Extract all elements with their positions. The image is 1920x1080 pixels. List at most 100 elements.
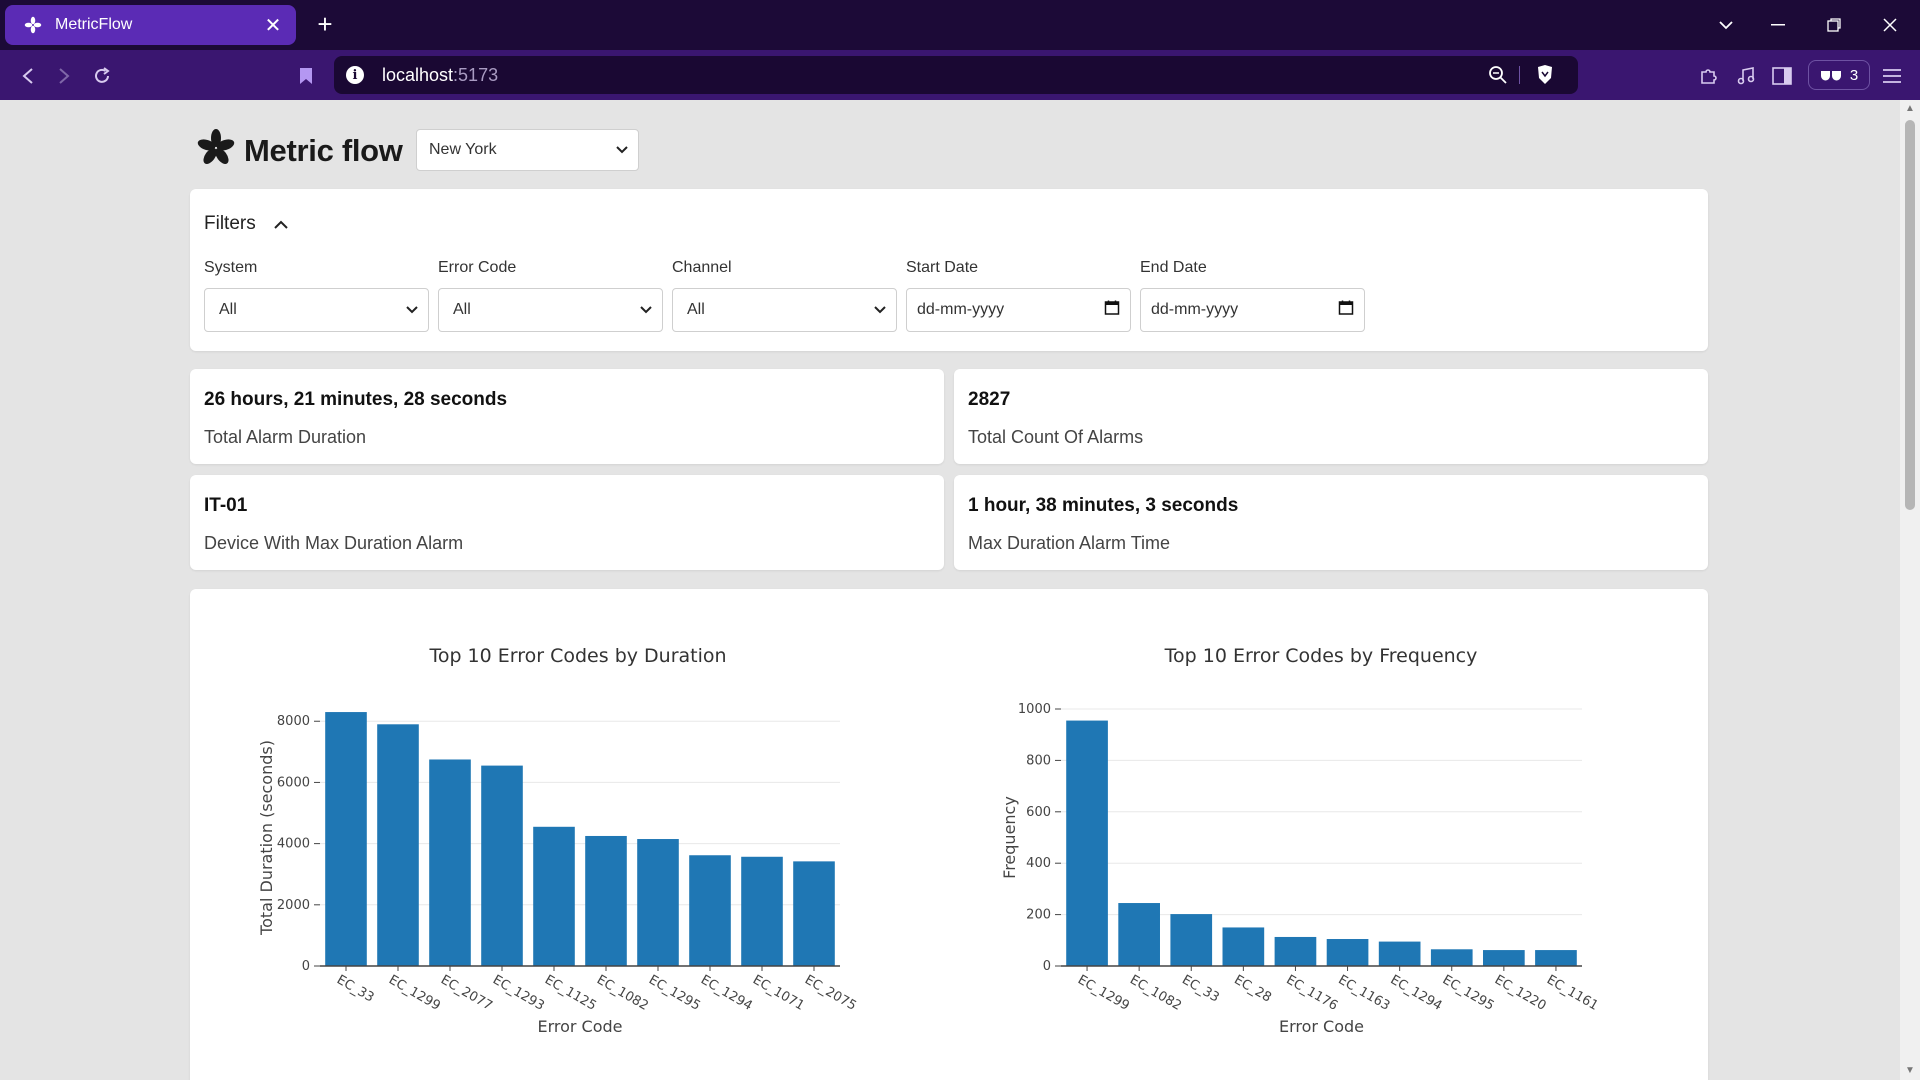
restore-icon[interactable] [1806, 0, 1862, 50]
x-tick-label: EC_1295 [1440, 972, 1497, 1013]
chevron-down-icon [406, 301, 418, 319]
tab-list-chevron-icon[interactable] [1698, 0, 1754, 50]
x-tick-label: EC_1299 [386, 972, 443, 1013]
y-tick-label: 400 [1026, 856, 1051, 871]
y-tick-label: 2000 [277, 898, 310, 913]
stat-value: 2827 [968, 389, 1011, 410]
chart-2: Top 10 Error Codes by Frequency 0 200 400 60… [1000, 645, 1601, 1036]
x-tick-label: EC_1125 [542, 972, 599, 1013]
address-url[interactable]: localhost:5173 [382, 64, 499, 85]
bar [481, 765, 523, 966]
stat-value: 1 hour, 38 minutes, 3 seconds [968, 495, 1239, 516]
extensions-puzzle-icon[interactable] [1694, 62, 1722, 90]
bar [1274, 936, 1317, 966]
x-tick-label: EC_33 [334, 972, 376, 1005]
charts-card: Top 10 Error Codes by Duration 0 2000 4000 6… [190, 589, 1708, 1080]
rewards-icon [1820, 71, 1841, 81]
error-code-filter-value: All [453, 301, 471, 318]
end-date-placeholder: dd-mm-yyyy [1151, 301, 1239, 318]
bar [1066, 720, 1108, 966]
metricflow-favicon-icon [23, 15, 43, 35]
chevron-up-icon[interactable] [274, 213, 288, 235]
filters-card: Filters System All Error Code All Channe… [190, 189, 1708, 351]
reload-icon[interactable] [88, 62, 116, 90]
channel-filter-select[interactable]: All [672, 288, 897, 332]
x-tick-label: EC_2075 [802, 972, 859, 1013]
brave-shield-icon[interactable] [1536, 64, 1554, 91]
browser-toolbar: i localhost:5173 3 [0, 50, 1920, 100]
x-tick-label: EC_1220 [1492, 972, 1549, 1013]
menu-hamburger-icon[interactable] [1878, 62, 1906, 90]
x-tick-label: EC_1299 [1075, 972, 1132, 1013]
stat-label: Device With Max Duration Alarm [204, 533, 464, 553]
tab-close-icon[interactable]: ✕ [264, 14, 282, 37]
chevron-down-icon [874, 301, 886, 319]
channel-filter-value: All [687, 301, 705, 318]
page-scrollbar[interactable]: ▲ ▼ [1900, 100, 1920, 1080]
new-tab-button[interactable]: + [317, 9, 333, 39]
scroll-down-arrow-icon[interactable]: ▼ [1905, 1065, 1915, 1076]
x-tick-label: EC_1163 [1336, 972, 1393, 1013]
address-bar[interactable]: i localhost:5173 [334, 56, 1578, 94]
end-date-label: End Date [1140, 259, 1207, 276]
app-logo: Metric flow [196, 128, 403, 173]
browser-tabbar: MetricFlow ✕ + [0, 0, 1920, 50]
metricflow-logo-icon [196, 128, 236, 173]
y-tick-label: 1000 [1018, 702, 1051, 717]
x-tick-label: EC_1082 [594, 972, 651, 1013]
x-tick-label: EC_1161 [1544, 972, 1601, 1013]
stat-label: Max Duration Alarm Time [968, 533, 1171, 553]
error-code-filter-label: Error Code [438, 259, 517, 276]
forward-arrow-icon[interactable] [50, 62, 78, 90]
location-select[interactable]: New York [416, 129, 639, 171]
channel-filter-label: Channel [672, 259, 732, 276]
x-tick-label: EC_1176 [1283, 972, 1340, 1013]
zoom-icon[interactable] [1488, 65, 1508, 90]
x-axis-title: Error Code [1279, 1017, 1364, 1036]
location-select-value: New York [429, 141, 497, 158]
site-info-icon[interactable]: i [346, 66, 364, 84]
y-tick-label: 8000 [277, 714, 310, 729]
bookmark-icon[interactable] [292, 62, 320, 90]
browser-tab-active[interactable]: MetricFlow ✕ [5, 5, 296, 45]
page-viewport: Metric flow New York Filters System All … [0, 100, 1900, 1080]
browser-tab-title: MetricFlow [55, 16, 133, 33]
error-code-filter-select[interactable]: All [438, 288, 663, 332]
chevron-down-icon [616, 141, 628, 159]
calendar-icon[interactable] [1104, 300, 1120, 321]
system-filter-label: System [204, 259, 258, 276]
bar [741, 856, 783, 966]
brave-rewards-button[interactable]: 3 [1808, 60, 1870, 90]
x-axis-title: Error Code [537, 1017, 622, 1036]
system-filter-select[interactable]: All [204, 288, 429, 332]
y-tick-label: 4000 [277, 837, 310, 852]
minimize-icon[interactable] [1750, 0, 1806, 50]
system-filter-value: All [219, 301, 237, 318]
sidebar-toggle-icon[interactable] [1768, 62, 1796, 90]
charts-svg: Top 10 Error Codes by Duration0200040006… [257, 645, 1601, 1036]
bar [637, 839, 679, 966]
stat-value: IT-01 [204, 495, 248, 516]
bar [689, 855, 731, 966]
y-tick-label: 600 [1026, 805, 1051, 820]
calendar-icon[interactable] [1338, 300, 1354, 321]
stat-card-total-alarm-duration: 26 hours, 21 minutes, 28 seconds Total A… [190, 369, 944, 464]
bar [793, 861, 835, 966]
back-arrow-icon[interactable] [14, 62, 42, 90]
bar [1430, 949, 1473, 966]
bar [1483, 950, 1525, 966]
y-axis-title: Frequency [1000, 796, 1019, 879]
y-tick-label: 800 [1026, 753, 1051, 768]
filters-header[interactable]: Filters [204, 213, 288, 235]
x-tick-label: EC_33 [1179, 972, 1221, 1005]
media-music-icon[interactable] [1732, 62, 1760, 90]
end-date-input[interactable]: dd-mm-yyyy [1140, 288, 1365, 332]
bar [1170, 914, 1213, 966]
y-tick-label: 0 [302, 959, 310, 974]
start-date-input[interactable]: dd-mm-yyyy [906, 288, 1131, 332]
window-close-icon[interactable] [1862, 0, 1918, 50]
scroll-up-arrow-icon[interactable]: ▲ [1905, 103, 1915, 114]
x-tick-label: EC_28 [1231, 972, 1273, 1005]
scrollbar-thumb[interactable] [1905, 120, 1915, 510]
rewards-count: 3 [1849, 66, 1859, 84]
